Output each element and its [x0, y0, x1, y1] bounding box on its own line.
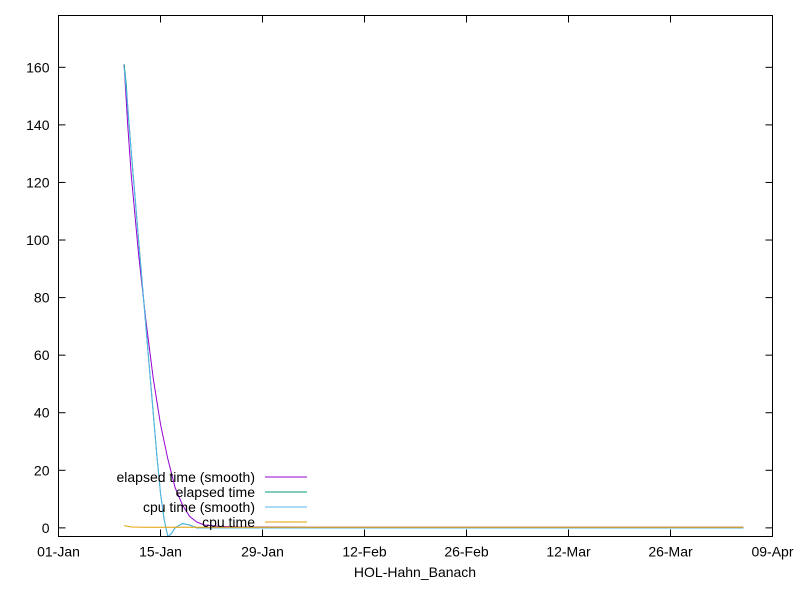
- series-layer: [123, 64, 744, 538]
- series-line-3: [124, 525, 744, 528]
- legend-label-3: cpu time: [202, 514, 255, 530]
- x-axis-label: HOL-Hahn_Banach: [354, 564, 476, 580]
- y-tick-label: 60: [34, 347, 50, 363]
- y-tick-label: 80: [34, 290, 50, 306]
- y-tick-label: 120: [26, 174, 50, 190]
- x-tick-label: 12-Mar: [546, 544, 591, 560]
- y-tick-label: 160: [26, 59, 50, 75]
- x-tick-label: 09-Apr: [751, 544, 793, 560]
- legend-label-0: elapsed time (smooth): [116, 469, 255, 485]
- ticks-layer: 0 20 40 60 80 100 120 140 160 01-Jan 15-Jan 29-Jan 1…: [26, 15, 794, 560]
- y-tick-label: 100: [26, 232, 50, 248]
- legend-label-2: cpu time (smooth): [143, 499, 255, 515]
- x-tick-label: 01-Jan: [37, 544, 80, 560]
- x-tick-label: 26-Mar: [648, 544, 693, 560]
- y-tick-label: 20: [34, 462, 50, 478]
- x-tick-label: 26-Feb: [444, 544, 489, 560]
- legend-label-1: elapsed time: [176, 484, 256, 500]
- x-tick-label: 29-Jan: [241, 544, 284, 560]
- y-tick-label: 40: [34, 405, 50, 421]
- series-line-2: [123, 67, 744, 538]
- plot-frame: [58, 15, 773, 537]
- x-tick-label: 15-Jan: [139, 544, 182, 560]
- series-line-0: [123, 64, 744, 528]
- x-tick-label: 12-Feb: [342, 544, 387, 560]
- y-tick-label: 0: [42, 520, 50, 536]
- y-tick-label: 140: [26, 117, 50, 133]
- series-line-1: [123, 64, 744, 538]
